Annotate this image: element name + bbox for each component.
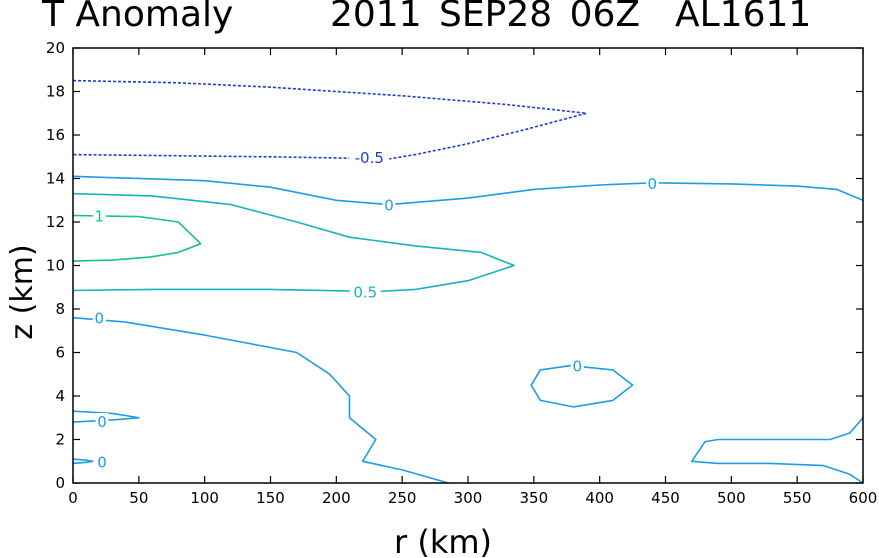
y-tick-label: 20 [46, 39, 65, 57]
chart-title-date-storm: 2011 SEP28 06Z AL1611 [330, 0, 812, 35]
contour-line-0 [72, 79, 588, 160]
contour-label-0-0: -0.5 [355, 149, 384, 167]
contour-line-3 [72, 214, 202, 262]
contour-label-bg [570, 357, 584, 374]
contour-label-6-0: 0 [97, 413, 107, 431]
y-tick-label: 14 [46, 170, 65, 188]
y-tick-label: 18 [46, 83, 65, 101]
x-tick-label: 250 [388, 489, 417, 507]
x-tick-label: 500 [717, 489, 746, 507]
contour-label-bg [349, 283, 381, 300]
x-tick-label: 100 [190, 489, 219, 507]
contour-label-1-0: 0 [384, 197, 394, 215]
x-tick-label: 550 [783, 489, 812, 507]
contour-label-bg [349, 148, 390, 165]
x-tick-label: 200 [322, 489, 351, 507]
contour-line-4 [72, 316, 449, 484]
y-tick-label: 8 [55, 300, 65, 318]
contour-lines: -0.5 0 0 0.5 1 0 0 0 0 [72, 79, 864, 484]
y-tick-label: 16 [46, 126, 65, 144]
y-tick-label: 0 [55, 474, 65, 492]
contour-label-bg [382, 196, 396, 213]
y-tick-label: 4 [55, 387, 65, 405]
y-tick-label: 10 [46, 257, 65, 275]
axes: 0 50 100 150 200 250 300 350 400 450 500 550 6000246… [46, 39, 877, 507]
contour-label-2-0: 0.5 [353, 284, 377, 302]
chart-title-field: T Anomaly [42, 0, 234, 35]
contour-line-2 [72, 192, 515, 293]
contour-label-4-0: 0 [95, 310, 105, 328]
x-tick-label: 150 [256, 489, 285, 507]
contour-label-5-0: 0 [573, 358, 583, 376]
contour-label-bg [92, 207, 106, 224]
contour-label-bg [92, 309, 106, 326]
contour-line-5 [530, 364, 634, 408]
x-tick-label: 400 [585, 489, 614, 507]
x-tick-label: 600 [849, 489, 878, 507]
x-tick-label: 50 [129, 489, 148, 507]
contour-label-bg [95, 413, 109, 430]
y-tick-label: 12 [46, 213, 65, 231]
x-axis-label: r (km) [394, 523, 492, 558]
contour-label-7-0: 0 [97, 453, 107, 471]
contour-label-bg [645, 174, 659, 191]
y-tick-label: 6 [55, 344, 65, 362]
x-tick-label: 300 [454, 489, 483, 507]
x-tick-label: 350 [520, 489, 549, 507]
contour-label-1-1: 0 [648, 175, 658, 193]
contour-line-7 [72, 458, 94, 465]
contour-line-8 [691, 417, 864, 484]
x-tick-label: 0 [68, 489, 78, 507]
x-tick-label: 450 [651, 489, 680, 507]
contour-label-bg [95, 453, 109, 470]
contour-line-1 [72, 175, 864, 206]
y-tick-label: 2 [55, 431, 65, 449]
plot-frame [72, 47, 864, 484]
contour-label-3-0: 1 [95, 207, 105, 225]
y-axis-label: z (km) [5, 244, 40, 339]
